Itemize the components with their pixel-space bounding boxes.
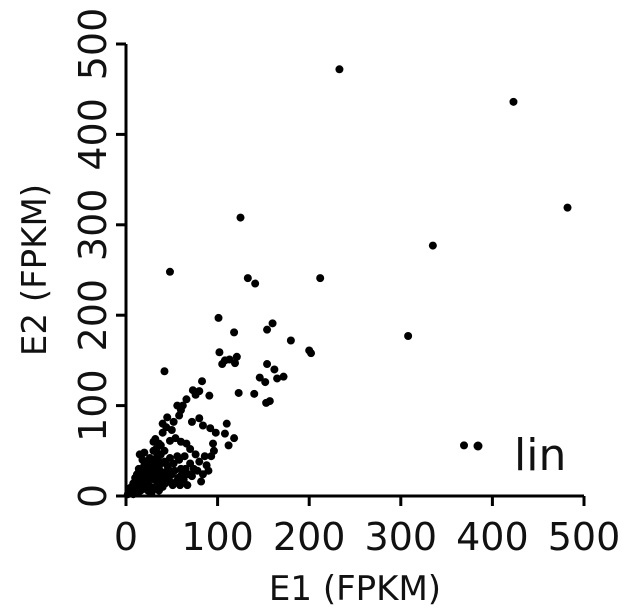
- data-point: [286, 336, 295, 345]
- data-point: [222, 419, 231, 428]
- data-point: [404, 331, 413, 340]
- x-axis-title: E1 (FPKM): [269, 569, 441, 609]
- data-point: [163, 413, 172, 422]
- data-point: [211, 428, 220, 437]
- y-axis-title: E2 (FPKM): [15, 184, 55, 356]
- points-layer: [123, 65, 572, 499]
- data-point: [236, 213, 245, 222]
- data-point: [160, 367, 169, 376]
- x-tick-label-300: 300: [365, 515, 438, 559]
- data-point: [184, 470, 193, 479]
- data-point: [167, 426, 176, 435]
- data-point: [335, 65, 344, 74]
- data-point: [509, 97, 518, 106]
- data-point: [173, 452, 182, 461]
- data-point: [198, 421, 207, 430]
- y-tick-label-500: 500: [71, 8, 115, 81]
- data-point: [230, 328, 239, 337]
- data-point: [224, 441, 233, 450]
- data-point: [206, 424, 215, 433]
- data-point: [262, 398, 271, 407]
- data-point: [251, 279, 260, 288]
- y-tick-label-400: 400: [71, 98, 115, 171]
- data-point: [165, 436, 174, 445]
- legend-marker: [473, 441, 483, 451]
- data-point: [305, 346, 314, 355]
- data-point: [149, 437, 158, 446]
- data-point: [169, 417, 178, 426]
- y-ticks: 0 100 200 300 400 500: [71, 8, 126, 508]
- x-tick-label-0: 0: [114, 515, 138, 559]
- data-point: [232, 352, 241, 361]
- data-point: [175, 411, 184, 420]
- data-point: [158, 428, 167, 437]
- data-point: [135, 450, 144, 459]
- x-tick-label-200: 200: [273, 515, 346, 559]
- data-point: [263, 360, 272, 369]
- data-point: [209, 439, 218, 448]
- data-point: [214, 313, 223, 322]
- data-point: [198, 377, 207, 386]
- x-tick-label-400: 400: [456, 515, 529, 559]
- data-point: [270, 365, 279, 374]
- data-point: [165, 454, 174, 463]
- x-ticks: 0 100 200 300 400 500: [114, 496, 620, 559]
- data-point: [197, 477, 206, 486]
- data-point: [207, 452, 216, 461]
- data-point: [263, 325, 272, 334]
- data-point: [195, 457, 204, 466]
- data-point: [261, 378, 270, 387]
- data-point: [187, 417, 196, 426]
- data-point: [279, 372, 288, 381]
- data-point: [215, 348, 224, 357]
- y-tick-label-0: 0: [71, 484, 115, 508]
- y-tick-label-100: 100: [71, 369, 115, 442]
- data-point: [205, 391, 214, 400]
- data-point: [183, 481, 192, 490]
- data-point: [316, 274, 325, 283]
- data-point: [273, 374, 282, 383]
- data-point: [204, 466, 213, 475]
- legend-label: lin: [514, 430, 566, 481]
- data-point: [243, 274, 252, 283]
- data-point: [230, 434, 239, 443]
- data-point: [193, 466, 202, 475]
- x-tick-label-100: 100: [181, 515, 254, 559]
- data-point: [186, 444, 195, 453]
- data-point: [191, 450, 200, 459]
- y-tick-label-300: 300: [71, 189, 115, 262]
- data-point: [170, 466, 179, 475]
- data-point: [250, 389, 259, 398]
- data-point: [191, 390, 200, 399]
- data-point: [165, 267, 174, 276]
- data-point: [218, 360, 227, 369]
- data-point: [234, 388, 243, 397]
- data-point: [195, 414, 204, 423]
- axes: [124, 44, 584, 498]
- data-point: [156, 450, 165, 459]
- y-tick-label-200: 200: [71, 279, 115, 352]
- x-tick-label-500: 500: [548, 515, 621, 559]
- data-point: [460, 441, 469, 450]
- data-point: [563, 203, 572, 212]
- data-point: [231, 359, 240, 368]
- data-point: [182, 395, 191, 404]
- data-point: [428, 241, 437, 250]
- data-point: [255, 373, 264, 382]
- legend: lin: [473, 430, 566, 481]
- data-point: [220, 429, 229, 438]
- data-point: [200, 452, 209, 461]
- data-point: [158, 482, 167, 491]
- data-point: [140, 461, 149, 470]
- data-point: [268, 319, 277, 328]
- data-point: [137, 468, 146, 477]
